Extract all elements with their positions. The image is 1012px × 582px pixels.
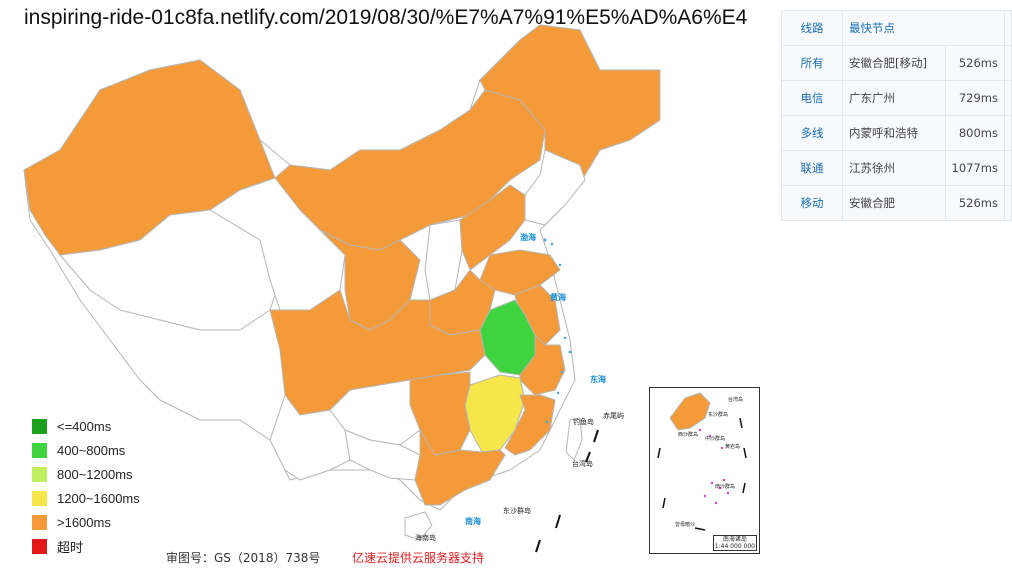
row-node: 安徽合肥 [842, 185, 946, 221]
legend-swatch [32, 466, 47, 482]
legend-item: 400~800ms [32, 438, 140, 462]
legend-item: 800~1200ms [32, 462, 140, 486]
row-extra [1004, 150, 1012, 186]
row-node: 广东广州 [842, 80, 946, 116]
row-ms: 1077ms [945, 150, 1005, 186]
header-node: 最快节点 [842, 10, 1005, 46]
legend-swatch [32, 442, 47, 458]
map-approval-number: 审图号：GS（2018）738号 [166, 551, 321, 565]
legend-swatch [32, 490, 47, 506]
region-zhejiang [519, 334, 566, 396]
island-labels: 台湾岛 钓鱼岛 赤尾屿 东沙群岛 海南岛 [415, 411, 624, 542]
legend-label: <=400ms [57, 418, 112, 434]
latency-legend: <=400ms 400~800ms 800~1200ms 1200~1600ms… [32, 414, 140, 558]
table-row: 所有 安徽合肥[移动] 526ms [781, 45, 1012, 81]
province-regions [23, 24, 661, 541]
legend-swatch [32, 514, 47, 530]
row-extra [1004, 115, 1012, 151]
inset-caption-title: 南海诸岛 [722, 536, 747, 543]
fastest-node-table: 线路 最快节点 所有 安徽合肥[移动] 526ms 电信 广东广州 729ms … [781, 10, 1012, 221]
table-row: 联通 江苏徐州 1077ms [781, 150, 1012, 186]
sponsor-link[interactable]: 亿速云提供云服务器支持 [352, 551, 485, 565]
legend-item: 1200~1600ms [32, 486, 140, 510]
inset-dashes [657, 417, 747, 531]
inset-label-huangyan: 黄岩岛 [725, 443, 740, 450]
row-extra [1004, 185, 1012, 221]
row-line: 电信 [781, 80, 843, 116]
header-line: 线路 [781, 10, 843, 46]
legend-label: >1600ms [57, 514, 111, 530]
header-extra [1004, 10, 1012, 46]
inset-label-zengmu: 曾母暗沙 [675, 521, 695, 528]
region-fujian [504, 394, 556, 456]
row-ms: 729ms [945, 80, 1005, 116]
legend-label: 400~800ms [57, 442, 126, 458]
row-ms: 800ms [945, 115, 1005, 151]
legend-item: <=400ms [32, 414, 140, 438]
row-ms: 526ms [945, 45, 1005, 81]
row-ms: 526ms [945, 185, 1005, 221]
table-header-row: 线路 最快节点 [781, 10, 1012, 46]
region-taiwan [565, 417, 583, 461]
boundary-dashes [535, 429, 599, 553]
coast-marks [543, 238, 572, 424]
row-extra [1004, 45, 1012, 81]
inset-map: 台湾岛 东沙群岛 西沙群岛 中沙群岛 黄岩岛 南沙群岛 曾母暗沙 [657, 392, 747, 531]
region-qinghai [209, 177, 346, 311]
south-china-sea-inset: 台湾岛 东沙群岛 西沙群岛 中沙群岛 黄岩岛 南沙群岛 曾母暗沙 南海诸岛 1:… [649, 387, 760, 554]
china-latency-map: 渤海 黄海 东海 南海 南海 台湾岛 钓鱼岛 赤尾屿 东沙群岛 海南岛 [23, 24, 706, 553]
url-title: inspiring-ride-01c8fa.netlify.com/2019/0… [24, 6, 748, 29]
row-line: 多线 [781, 115, 843, 151]
legend-item: 超时 [32, 534, 140, 558]
table-row: 移动 安徽合肥 526ms [781, 185, 1012, 221]
legend-item: >1600ms [32, 510, 140, 534]
inset-caption: 南海诸岛 1:44 000 000 [712, 535, 757, 551]
region-hainan [404, 511, 433, 541]
row-extra [1004, 80, 1012, 116]
inset-coast [669, 392, 711, 431]
region-liaoning [524, 149, 586, 226]
island-label-dongsha: 东沙群岛 [503, 506, 531, 515]
region-northeast [479, 24, 661, 206]
table-row: 多线 内蒙呼和浩特 800ms [781, 115, 1012, 151]
row-node: 江苏徐州 [842, 150, 946, 186]
row-node: 内蒙呼和浩特 [842, 115, 946, 151]
legend-swatch [32, 418, 47, 434]
table-row: 电信 广东广州 729ms [781, 80, 1012, 116]
island-label-hainan: 海南岛 [415, 533, 436, 542]
island-label-diaoyu: 钓鱼岛 [573, 417, 594, 426]
legend-swatch [32, 538, 47, 554]
region-hebei [459, 184, 526, 271]
row-line: 移动 [781, 185, 843, 221]
sea-label-donghai: 东海 [590, 374, 606, 384]
inset-label-xisha: 西沙群岛 [678, 431, 698, 438]
inset-label-dongsha: 东沙群岛 [708, 411, 728, 418]
inset-label-zhongsha: 中沙群岛 [705, 435, 725, 442]
sea-label-bohai: 渤海 [520, 232, 536, 242]
island-label-chiwei: 赤尾屿 [603, 411, 624, 420]
inset-caption-scale: 1:44 000 000 [714, 543, 755, 550]
inset-label-nansha: 南沙群岛 [715, 483, 735, 490]
sea-label-nanhai: 南海 [465, 516, 481, 526]
row-line: 所有 [781, 45, 843, 81]
legend-label: 超时 [57, 539, 84, 555]
row-node: 安徽合肥[移动] [842, 45, 946, 81]
inset-islands [698, 428, 730, 505]
legend-label: 1200~1600ms [57, 490, 140, 506]
region-guangdong [414, 429, 506, 506]
inset-label-taiwan: 台湾岛 [728, 396, 743, 403]
legend-label: 800~1200ms [57, 466, 133, 482]
sea-label-huanghai: 黄海 [550, 292, 566, 302]
row-line: 联通 [781, 150, 843, 186]
island-label-taiwan: 台湾岛 [572, 459, 593, 468]
